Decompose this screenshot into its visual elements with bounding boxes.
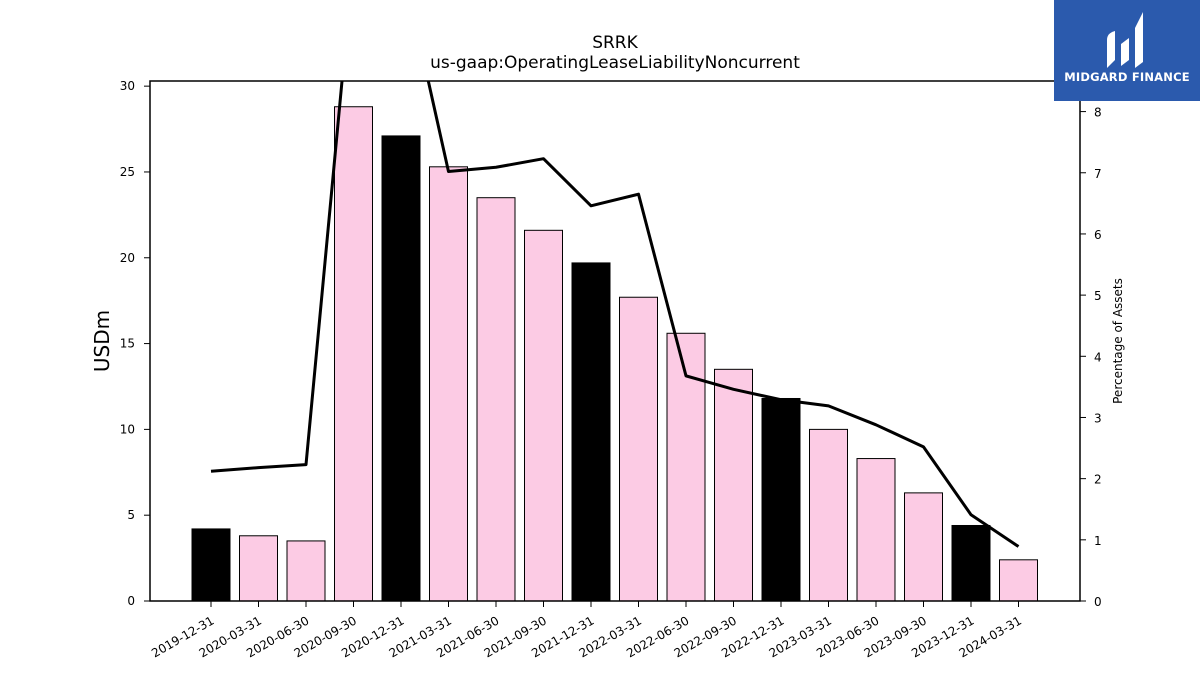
- bar-2021-09-30: [524, 229, 563, 602]
- bar-2021-03-31: [429, 166, 468, 602]
- bar-2022-12-31: [761, 397, 801, 602]
- y-tick-label-15: 15: [120, 337, 135, 351]
- bar-2022-06-30: [666, 332, 706, 602]
- plot-frame: [149, 80, 1081, 602]
- logo-text: MIDGARD FINANCE: [1064, 70, 1190, 84]
- y-tick-label-0: 0: [127, 594, 135, 608]
- y-tick-label-25: 25: [120, 165, 135, 179]
- y2-tick-label-4: 4: [1094, 350, 1102, 364]
- bar-2023-03-31: [809, 428, 848, 602]
- bar-2023-09-30: [904, 492, 943, 602]
- bar-2020-03-31: [239, 535, 278, 602]
- y-tick-label-30: 30: [120, 79, 135, 93]
- line-layer: [210, 81, 1020, 548]
- y2-tick-label-2: 2: [1094, 473, 1102, 487]
- y-tick-label-20: 20: [120, 251, 135, 265]
- y2-tick-label-1: 1: [1094, 534, 1102, 548]
- y2-axis-label: Percentage of Assets: [1111, 278, 1125, 404]
- logo-mark-right: [1135, 12, 1143, 68]
- bar-2020-12-31: [381, 135, 421, 602]
- bars-layer: [191, 106, 1038, 602]
- bar-2022-03-31: [619, 296, 658, 602]
- y2-tick-label-7: 7: [1094, 167, 1102, 181]
- bar-2020-09-30: [334, 106, 373, 602]
- bar-2024-03-31: [999, 559, 1038, 602]
- y2-tick-label-5: 5: [1094, 289, 1102, 303]
- bar-2021-12-31: [571, 262, 611, 602]
- y2-tick-label-3: 3: [1094, 411, 1102, 425]
- chart-title: SRRK: [592, 33, 638, 53]
- y-tick-label-10: 10: [120, 422, 135, 436]
- logo-emblem-icon: [1054, 0, 1200, 101]
- y2-tick-label-8: 8: [1094, 106, 1102, 120]
- bar-2021-06-30: [476, 197, 516, 602]
- percentage-line: [210, 81, 1020, 548]
- y-axis-label: USDm: [90, 310, 114, 372]
- y2-tick-label-6: 6: [1094, 228, 1102, 242]
- bar-2022-09-30: [714, 368, 753, 602]
- bar-2023-06-30: [856, 458, 896, 602]
- logo-mark-left: [1107, 31, 1115, 68]
- y-tick-label-5: 5: [127, 508, 135, 522]
- bar-2019-12-31: [191, 528, 231, 602]
- chart-subtitle: us-gaap:OperatingLeaseLiabilityNoncurren…: [430, 53, 800, 73]
- bar-2020-06-30: [286, 540, 326, 602]
- bar-2023-12-31: [951, 524, 991, 602]
- company-logo: MIDGARD FINANCE: [1054, 0, 1200, 101]
- y2-tick-label-0: 0: [1094, 595, 1102, 609]
- logo-mark-middle: [1121, 38, 1129, 66]
